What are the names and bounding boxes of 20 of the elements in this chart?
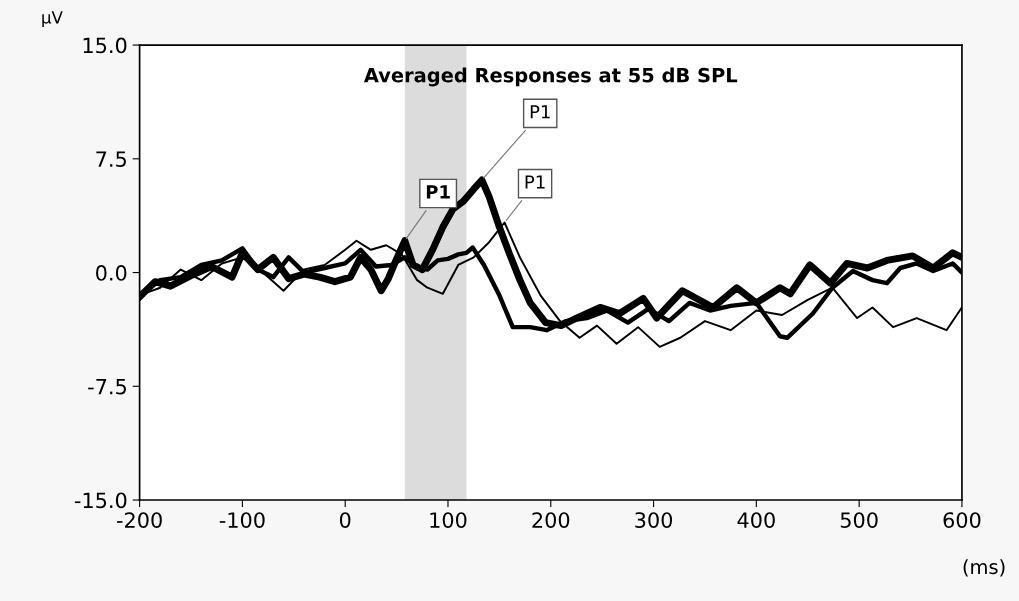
x-tick-label: 600: [943, 512, 981, 528]
x-tick-label: 0: [339, 512, 351, 528]
y-tick-label: -7.5: [88, 379, 126, 395]
x-tick-label: -100: [219, 512, 265, 528]
y-tick-label: -15.0: [74, 492, 127, 509]
x-tick-label: 400: [737, 512, 775, 528]
y-axis-title: μV: [42, 11, 63, 27]
annotation: P1: [426, 185, 450, 199]
x-tick-label: 100: [430, 512, 467, 528]
y-tick-label: 0.0: [96, 265, 127, 281]
y-tick-label: 15.0: [83, 37, 127, 54]
x-tick-label: 500: [840, 512, 878, 528]
x-axis-title: (ms): [963, 559, 1005, 577]
annotation: P1: [525, 175, 545, 189]
x-tick-label: -200: [116, 512, 162, 528]
y-tick-label: 7.5: [96, 151, 126, 168]
annotation: P1: [530, 105, 550, 119]
x-tick-label: 300: [635, 512, 673, 528]
x-tick-label: 200: [532, 512, 570, 528]
text: Averaged Responses at 55 dB SPL: [363, 67, 738, 87]
